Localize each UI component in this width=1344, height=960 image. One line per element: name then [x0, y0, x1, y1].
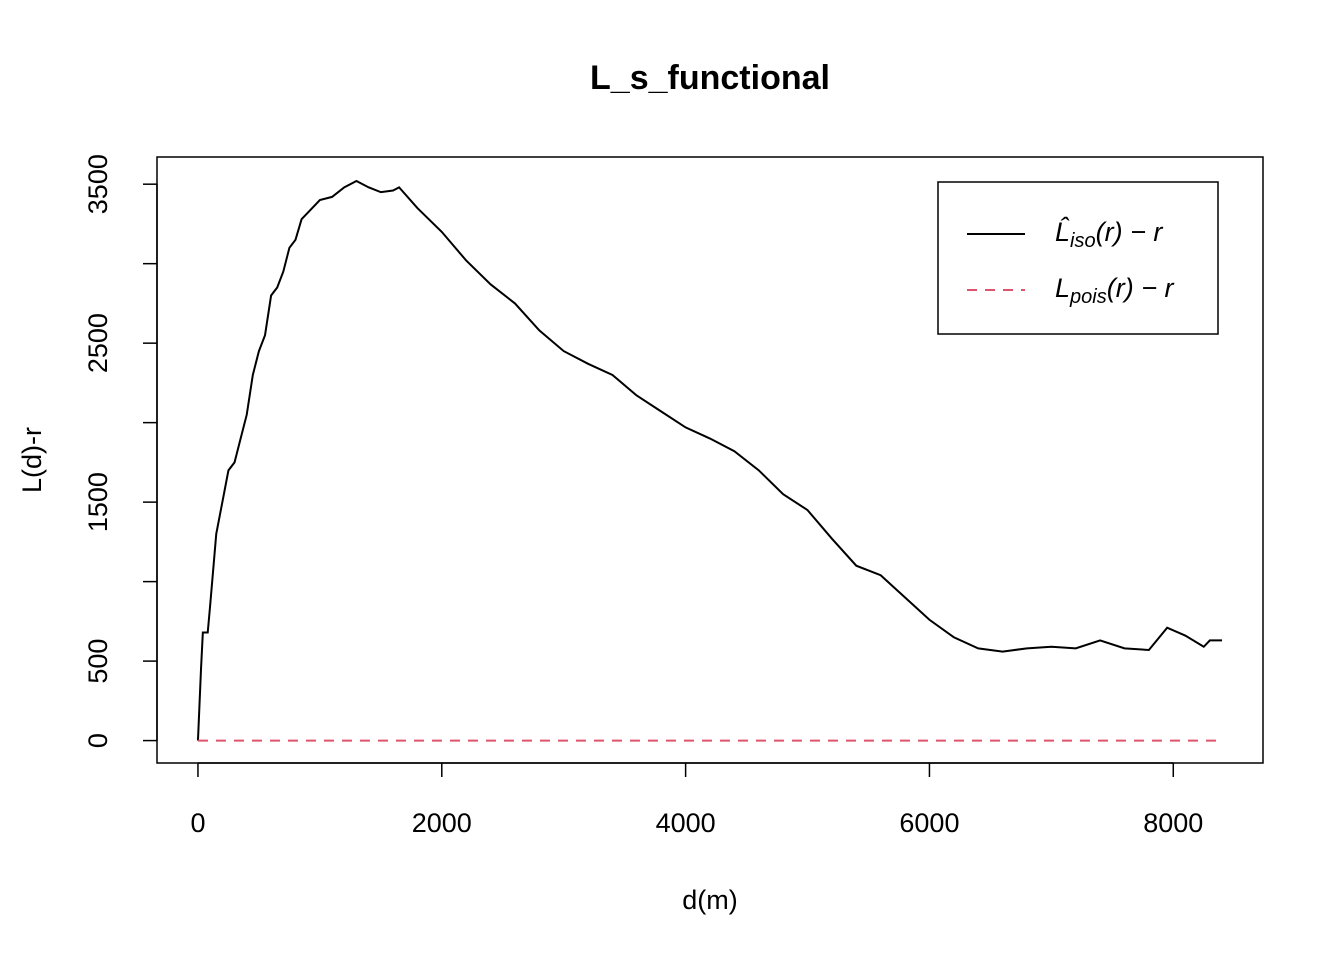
y-tick-label: 500 [83, 639, 113, 684]
legend-box [937, 181, 1219, 335]
legend-label: L̂iso(r) − r [1055, 217, 1163, 253]
y-tick-label: 1500 [83, 472, 113, 532]
y-tick-label: 3500 [83, 154, 113, 214]
y-axis-label: L(d)-r [17, 427, 47, 493]
x-tick-label: 6000 [899, 808, 959, 838]
x-axis-label: d(m) [682, 885, 738, 915]
y-tick-label: 2500 [83, 313, 113, 373]
y-tick-label: 0 [83, 733, 113, 748]
legend-label: Lpois(r) − r [1055, 273, 1174, 308]
series-line [196, 179, 1223, 741]
x-tick-label: 0 [190, 808, 205, 838]
x-tick-label: 2000 [412, 808, 472, 838]
x-tick-label: 4000 [656, 808, 716, 838]
x-tick-label: 8000 [1143, 808, 1203, 838]
chart-title: L_s_functional [590, 59, 830, 97]
